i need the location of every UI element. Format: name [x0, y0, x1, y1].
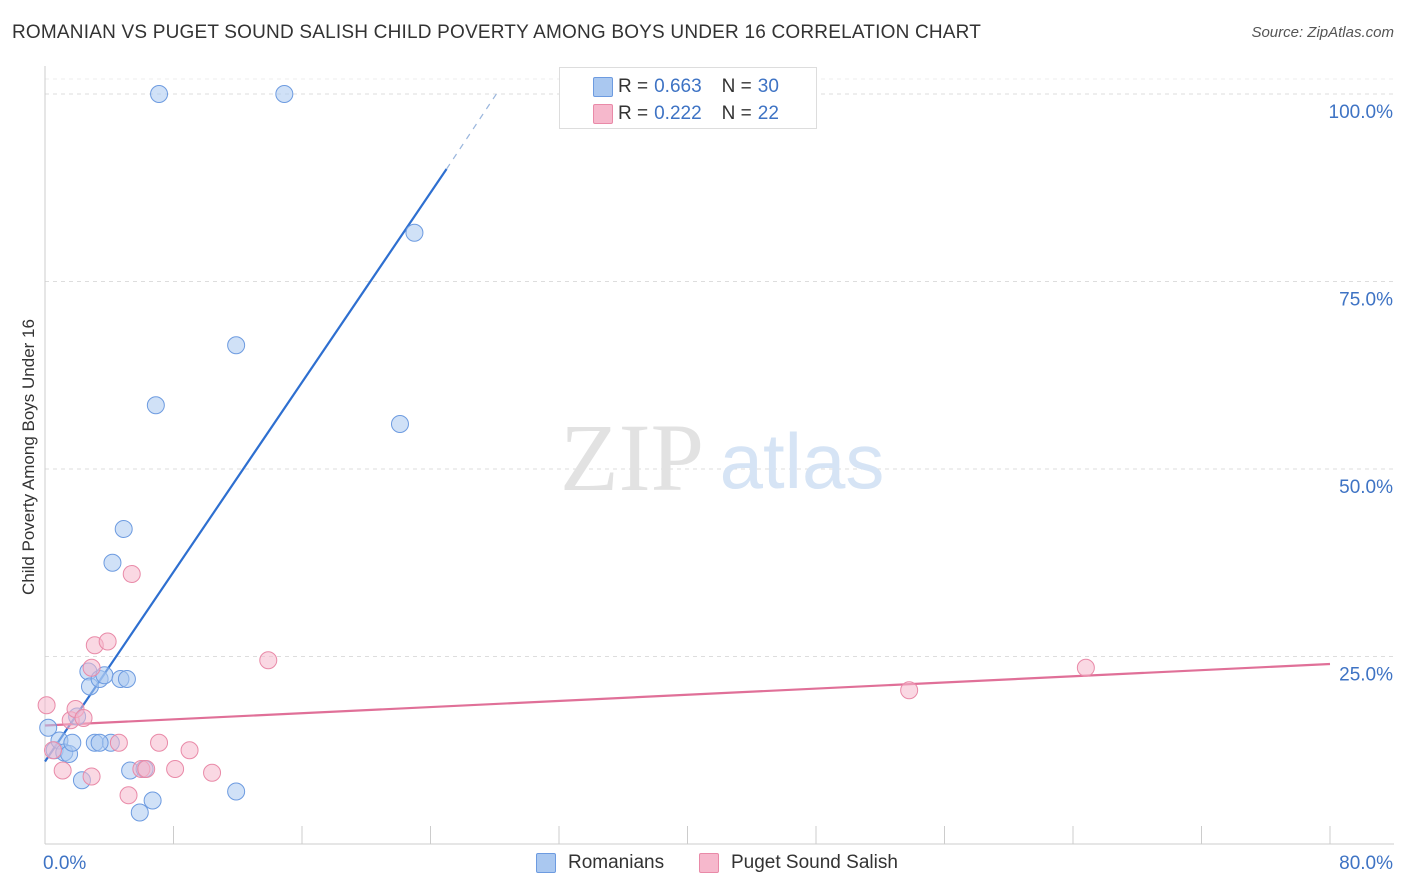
- romanians-point: [117, 670, 136, 688]
- legend-label-romanians: Romanians: [568, 852, 665, 873]
- puget-trend-line: [44, 662, 1331, 727]
- puget-point: [98, 632, 117, 651]
- y-tick-label: 25.0%: [1339, 665, 1393, 686]
- romanians-point: [63, 733, 82, 752]
- y-tick-label: 50.0%: [1339, 477, 1393, 498]
- puget-point: [119, 786, 138, 805]
- legend-r-value: 0.222: [654, 103, 702, 124]
- legend-n-label: N =: [721, 76, 752, 97]
- romanians-point: [90, 733, 109, 752]
- puget-swatch: [699, 853, 719, 873]
- legend-n-value: 30: [757, 76, 779, 97]
- trend-lines: [44, 93, 1331, 763]
- puget-point: [1076, 658, 1095, 677]
- puget-point: [259, 651, 278, 670]
- romanians-point: [275, 85, 294, 103]
- tick-labels: 25.0% 50.0% 75.0% 100.0% 0.0% 80.0%: [43, 102, 1393, 874]
- legend-label-puget: Puget Sound Salish: [731, 852, 898, 873]
- legend-n-label: N =: [721, 103, 752, 124]
- romanians-swatch: [536, 853, 556, 873]
- watermark-atlas: atlas: [720, 417, 885, 505]
- legend-swatch-blue: [593, 77, 613, 97]
- puget-point: [37, 696, 56, 715]
- legend-r-label: R =: [618, 76, 649, 97]
- puget-point: [53, 761, 72, 780]
- puget-point: [137, 760, 156, 778]
- legend-item-romanians[interactable]: Romanians: [536, 852, 664, 874]
- puget-point: [150, 733, 169, 752]
- axes: [44, 66, 1394, 845]
- puget-point: [82, 767, 101, 786]
- puget-point: [122, 565, 141, 583]
- romanians-point: [146, 396, 165, 415]
- romanians-point: [130, 803, 149, 822]
- puget-point: [166, 760, 185, 778]
- puget-point: [82, 658, 101, 677]
- puget-point: [203, 763, 222, 782]
- watermark-zip: ZIP: [560, 404, 704, 511]
- romanians-point: [227, 336, 246, 355]
- watermark: ZIP atlas: [560, 404, 884, 511]
- y-axis-label: Child Poverty Among Boys Under 16: [19, 319, 38, 595]
- legend-row-romanians: R = 0.663 N = 30: [593, 75, 787, 99]
- y-tick-label: 100.0%: [1329, 102, 1394, 123]
- gridlines: [45, 78, 1394, 657]
- puget-point: [900, 681, 919, 700]
- romanians-point: [150, 85, 169, 103]
- legend-r-label: R =: [618, 103, 649, 124]
- romanians-trend-line: [44, 168, 448, 763]
- legend-swatch-pink: [593, 104, 613, 124]
- romanians-point: [114, 520, 133, 538]
- romanians-point: [143, 791, 162, 810]
- romanians-trend-extension: [446, 93, 497, 170]
- legend-item-puget-sound-salish[interactable]: Puget Sound Salish: [699, 852, 898, 874]
- data-points: [37, 85, 1095, 822]
- romanians-point: [227, 782, 246, 801]
- legend-row-puget: R = 0.222 N = 22: [593, 102, 787, 126]
- puget-point: [44, 741, 63, 760]
- x-tick-label: 80.0%: [1339, 853, 1393, 874]
- romanians-point: [405, 223, 424, 242]
- correlation-legend: R = 0.663 N = 30 R = 0.222 N = 22: [559, 67, 817, 129]
- source-label: Source: ZipAtlas.com: [1251, 24, 1394, 41]
- puget-point: [74, 709, 93, 727]
- puget-point: [109, 733, 128, 752]
- romanians-point: [39, 718, 58, 737]
- legend-n-value: 22: [757, 103, 779, 124]
- x-tick-label: 0.0%: [43, 853, 86, 874]
- y-tick-label: 75.0%: [1339, 290, 1393, 311]
- romanians-point: [390, 415, 409, 433]
- romanians-point: [103, 553, 122, 572]
- legend-r-value: 0.663: [654, 76, 702, 97]
- series-legend: Romanians Puget Sound Salish: [0, 852, 1406, 878]
- puget-point: [180, 741, 199, 760]
- chart-title: ROMANIAN VS PUGET SOUND SALISH CHILD POV…: [12, 22, 982, 43]
